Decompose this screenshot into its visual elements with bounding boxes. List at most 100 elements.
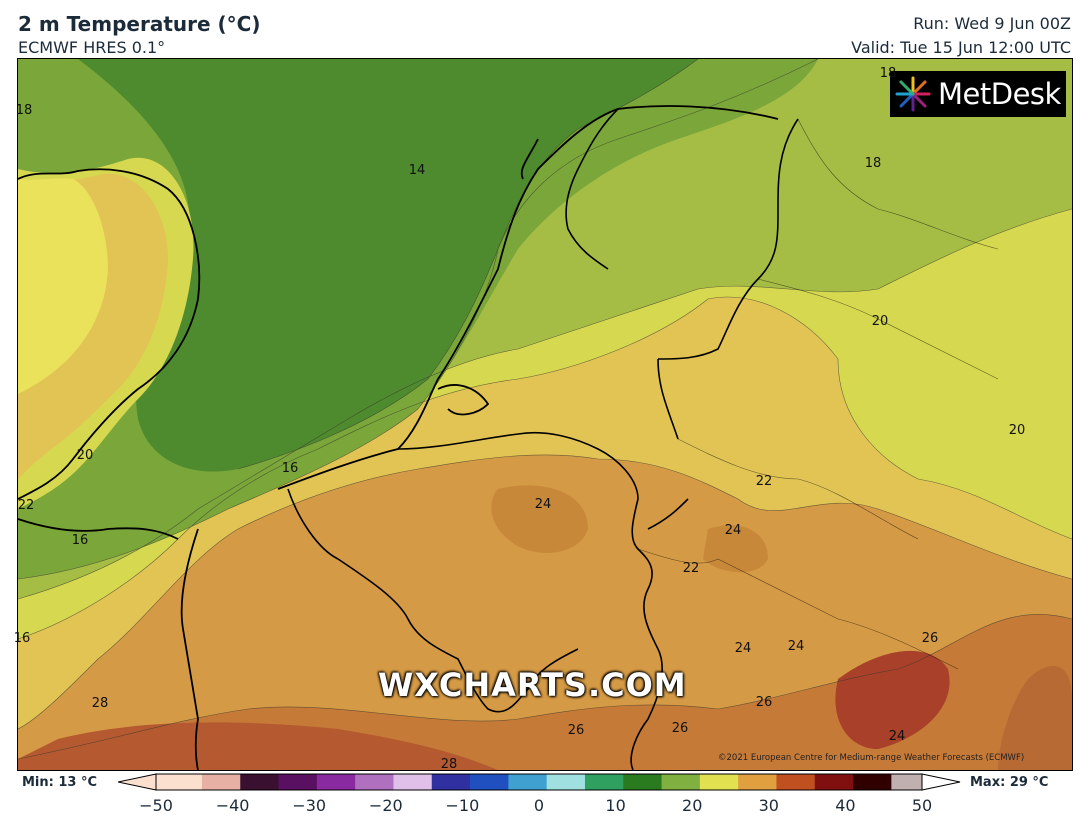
colorbar-swatch	[362, 774, 371, 790]
chart-title: 2 m Temperature (°C)	[18, 12, 261, 36]
colorbar-swatch	[745, 774, 754, 790]
colorbar-swatch	[784, 774, 793, 790]
colorbar-swatch	[791, 774, 800, 790]
contour-label: 18	[879, 66, 897, 81]
contour-label: 26	[671, 721, 689, 736]
colorbar-swatch	[592, 774, 601, 790]
fill-uk-16	[18, 102, 104, 169]
colorbar-swatch	[316, 774, 326, 790]
contour-label: 26	[755, 695, 773, 710]
colorbar-swatch	[799, 774, 808, 790]
colorbar-swatch	[332, 774, 341, 790]
run-time: Run: Wed 9 Jun 00Z	[913, 14, 1071, 33]
contour-label: 22	[755, 474, 773, 489]
colorbar-tick-label: 10	[605, 796, 626, 815]
contour-label: 16	[13, 631, 31, 646]
colorbar-swatch	[584, 774, 594, 790]
logo-text: MetDesk	[938, 77, 1061, 111]
colorbar-swatch	[508, 774, 517, 790]
colorbar-swatch	[186, 774, 195, 790]
colorbar-swatch	[630, 774, 640, 790]
colorbar-swatch	[247, 774, 257, 790]
colorbar-swatch	[516, 774, 525, 790]
colorbar-swatch	[209, 774, 218, 790]
colorbar-swatch	[684, 774, 693, 790]
colorbar-swatch	[408, 774, 417, 790]
colorbar-swatch	[309, 774, 318, 790]
colorbar-swatch	[830, 774, 839, 790]
colorbar-tick-label: 20	[682, 796, 703, 815]
colorbar-outline	[155, 773, 923, 791]
colorbar-swatch	[807, 774, 816, 790]
colorbar-swatch	[347, 774, 356, 790]
colorbar-swatch	[853, 774, 862, 790]
colorbar-tick-label: 40	[835, 796, 856, 815]
colorbar-swatch	[171, 774, 180, 790]
colorbar	[118, 773, 961, 791]
fill-28-south	[18, 722, 498, 770]
colorbar-swatch	[462, 774, 471, 790]
colorbar-swatch	[500, 774, 509, 790]
colorbar-swatch	[891, 774, 900, 790]
contour-label: 20	[76, 448, 94, 463]
colorbar-swatch	[837, 774, 846, 790]
colorbar-swatch	[286, 774, 295, 790]
contour-label: 26	[921, 631, 939, 646]
colorbar-tick-label: 30	[758, 796, 779, 815]
colorbar-swatch	[623, 774, 632, 790]
colorbar-swatch	[201, 774, 211, 790]
colorbar-swatch	[822, 774, 831, 790]
colorbar-swatch	[263, 774, 272, 790]
colorbar-swatch	[355, 774, 364, 790]
colorbar-min-arrow	[118, 773, 157, 791]
colorbar-swatch	[722, 774, 731, 790]
colorbar-swatch	[569, 774, 578, 790]
colorbar-swatch	[477, 774, 486, 790]
colorbar-swatch	[531, 774, 540, 790]
contour-label: 24	[724, 523, 742, 538]
fill-24-spot-2	[703, 525, 768, 573]
colorbar-swatch	[776, 774, 785, 790]
contour-label: 20	[1008, 423, 1026, 438]
contour-label: 18	[15, 103, 33, 118]
colorbar-swatch	[845, 774, 854, 790]
temperature-map[interactable]: MetDesk ©2021 European Centre for Medium…	[17, 58, 1073, 771]
colorbar-swatch	[715, 774, 724, 790]
min-temperature: Min: 13 °C	[22, 775, 98, 790]
colorbar-swatch	[424, 774, 433, 790]
colorbar-max-arrow	[921, 773, 961, 791]
contour-label: 16	[71, 533, 89, 548]
contour-label: 24	[888, 729, 906, 744]
regional-borders	[637, 118, 999, 670]
colorbar-swatch	[163, 774, 172, 790]
colorbar-swatch	[324, 774, 333, 790]
colorbar-swatch	[868, 774, 877, 790]
fill-uk-interior	[18, 178, 108, 394]
colorbar-swatch	[232, 774, 241, 790]
fill-26-east	[998, 665, 1072, 770]
colorbar-swatch	[906, 774, 915, 790]
colorbar-swatch	[454, 774, 463, 790]
colorbar-swatch	[385, 774, 394, 790]
colorbar-swatch	[561, 774, 571, 790]
colorbar-swatch	[730, 774, 739, 790]
max-temperature: Max: 29 °C	[970, 775, 1049, 790]
wxcharts-watermark: WXCHARTS.COM	[378, 666, 687, 704]
colorbar-swatch	[646, 774, 655, 790]
colorbar-swatch	[600, 774, 609, 790]
colorbar-swatch	[899, 774, 908, 790]
contour-label: 22	[682, 561, 700, 576]
contour-label: 18	[864, 156, 882, 171]
contour-label: 24	[534, 497, 552, 512]
colorbar-swatch	[485, 774, 494, 790]
colorbar-tick-label: −10	[445, 796, 480, 815]
colorbar-swatch	[753, 774, 762, 790]
colorbar-swatch	[393, 774, 402, 790]
contour-label: 24	[734, 641, 752, 656]
colorbar-swatch	[339, 774, 348, 790]
colorbar-tick-label: −20	[368, 796, 403, 815]
colorbar-swatch	[156, 774, 165, 790]
colorbar-swatch	[761, 774, 770, 790]
colorbar-swatch	[738, 774, 747, 790]
colorbar-swatch	[439, 774, 448, 790]
